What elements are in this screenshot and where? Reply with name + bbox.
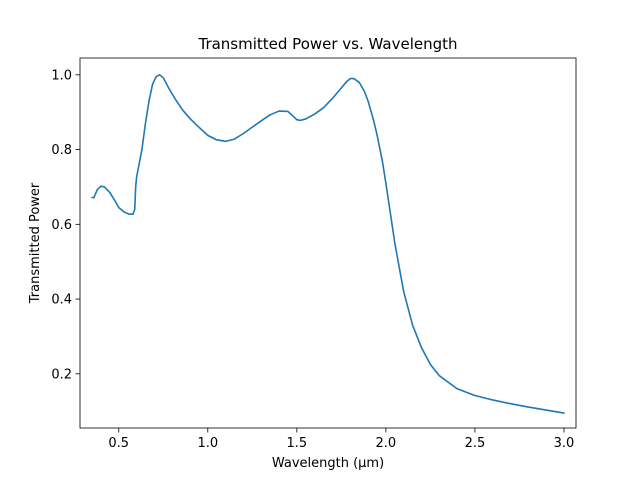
y-axis-ticks: 0.2 0.4 0.6 0.8 1.0 xyxy=(51,68,80,382)
y-tick-label: 0.4 xyxy=(51,293,72,308)
x-axis-ticks: 0.5 1.0 1.5 2.0 2.5 3.0 xyxy=(108,428,574,451)
axes-frame xyxy=(79,57,577,429)
plot-area xyxy=(80,58,576,428)
x-axis-label: Wavelength (µm) xyxy=(272,456,384,471)
chart-title: Transmitted Power vs. Wavelength xyxy=(197,35,457,53)
y-axis-label: Transmitted Power xyxy=(28,182,43,304)
y-tick-label: 0.8 xyxy=(51,143,72,158)
y-tick-label: 0.2 xyxy=(51,367,72,382)
x-tick-label: 1.0 xyxy=(197,436,218,451)
x-tick-label: 1.5 xyxy=(286,436,307,451)
x-tick-label: 3.0 xyxy=(554,436,575,451)
y-tick-label: 0.6 xyxy=(51,218,72,233)
x-tick-label: 0.5 xyxy=(108,436,129,451)
x-tick-label: 2.5 xyxy=(465,436,486,451)
series-line-0 xyxy=(91,74,565,414)
y-tick-label: 1.0 xyxy=(51,68,72,83)
x-tick-label: 2.0 xyxy=(376,436,397,451)
series-layer xyxy=(91,74,565,414)
